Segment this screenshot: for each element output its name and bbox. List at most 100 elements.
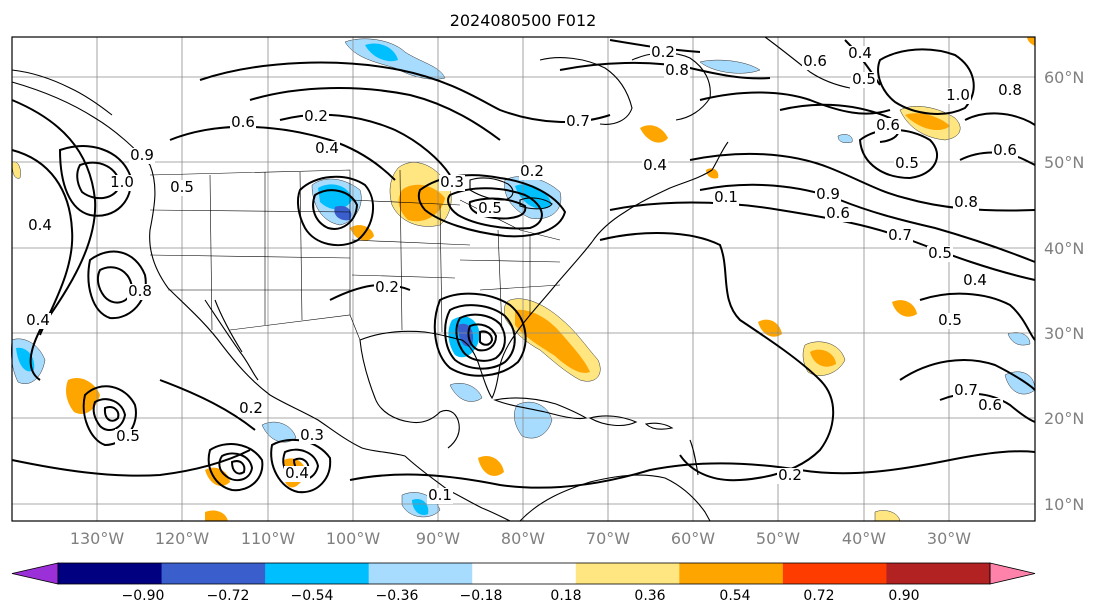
contour-label-bg: [238, 401, 264, 417]
contour-label: 0.6: [876, 116, 900, 134]
lat-label: 10°N: [1044, 495, 1084, 514]
colorbar-tick-label: 0.18: [550, 588, 581, 604]
contour-label: 0.2: [375, 278, 399, 296]
contour-label: 0.8: [128, 282, 152, 300]
lat-label: 60°N: [1044, 68, 1084, 87]
colorbar-segment: [575, 563, 680, 584]
contour-label: 0.8: [998, 81, 1022, 99]
contour-label-bg: [230, 115, 256, 131]
contour-label-bg: [303, 109, 329, 125]
contour-label-bg: [847, 46, 873, 62]
contour-label: 0.2: [304, 107, 328, 125]
lon-label: 50°W: [756, 529, 800, 548]
contour-label-bg: [992, 143, 1018, 159]
contour-label-bg: [169, 180, 195, 196]
contour-label-bg: [997, 83, 1023, 99]
lon-label: 80°W: [501, 529, 545, 548]
lon-label: 100°W: [326, 529, 381, 548]
contour-label-bg: [851, 72, 877, 88]
contour-label: 0.6: [803, 52, 827, 70]
contour-label: 0.9: [130, 146, 154, 164]
contour-label-bg: [664, 63, 690, 79]
colorbar-segment: [679, 563, 784, 584]
contour-label: 0.1: [428, 486, 452, 504]
contour-label: 0.4: [643, 156, 667, 174]
colorbar-tick-label: −0.18: [460, 588, 503, 604]
latitude-labels: 60°N 50°N 40°N 30°N 20°N 10°N: [1044, 68, 1084, 514]
lon-label: 130°W: [70, 529, 125, 548]
lon-label: 60°W: [671, 529, 715, 548]
lat-label: 40°N: [1044, 239, 1084, 258]
contour-label: 0.2: [239, 399, 263, 417]
contour-label-bg: [953, 383, 979, 399]
contour-label: 0.3: [300, 426, 324, 444]
contour-label-bg: [713, 190, 739, 206]
lon-label: 120°W: [155, 529, 210, 548]
colorbar-tick-label: 0.72: [803, 588, 834, 604]
contour-label: 1.0: [946, 86, 970, 104]
contour-label-bg: [962, 273, 988, 289]
lat-label: 30°N: [1044, 324, 1084, 343]
contour-label: 0.6: [978, 396, 1002, 414]
contour-label-bg: [115, 429, 141, 445]
contour-label-bg: [477, 201, 503, 217]
contour-label: 0.4: [285, 464, 309, 482]
colorbar-frame: [57, 562, 991, 585]
colorbar-segment: [472, 563, 577, 584]
contour-label-bg: [374, 280, 400, 296]
contour-label-bg: [650, 45, 676, 61]
colorbar-segment: [368, 563, 473, 584]
contour-label-bg: [802, 54, 828, 70]
contour-label-bg: [887, 228, 913, 244]
contour-label-bg: [927, 246, 953, 262]
colorbar-tick-label: 0.36: [634, 588, 665, 604]
colorbar-tick-label: −0.90: [122, 588, 165, 604]
contour-label: 0.8: [954, 193, 978, 211]
contour-label-bg: [977, 398, 1003, 414]
colorbar-ticks: −0.90 −0.72 −0.54 −0.36 −0.18 0.18 0.36 …: [122, 588, 920, 604]
contour-label-bg: [25, 313, 51, 329]
contour-label-bg: [314, 141, 340, 157]
colorbar-tick-label: −0.72: [207, 588, 250, 604]
contour-label: 0.3: [440, 173, 464, 191]
contour-label: 0.9: [816, 185, 840, 203]
lon-label: 30°W: [927, 529, 971, 548]
contour-label: 0.5: [170, 178, 194, 196]
contour-label-bg: [945, 88, 971, 104]
contour-label-bg: [519, 164, 545, 180]
contour-label: 0.5: [116, 427, 140, 445]
contour-label-bg: [565, 114, 591, 130]
contour-label: 0.4: [963, 271, 987, 289]
contour-label-bg: [299, 428, 325, 444]
contour-label-bg: [815, 187, 841, 203]
map-title: 2024080500 F012: [450, 11, 597, 30]
colorbar-tick-label: −0.36: [376, 588, 419, 604]
contour-label-bg: [129, 148, 155, 164]
contour-label: 0.7: [888, 226, 912, 244]
colorbar-segment: [886, 563, 991, 584]
contour-label: 0.2: [520, 162, 544, 180]
contour-label-bg: [937, 313, 963, 329]
contour-label: 0.5: [852, 70, 876, 88]
colorbar-tick-label: 0.54: [719, 588, 750, 604]
colorbar-tick-label: −0.54: [291, 588, 334, 604]
colorbar-segment: [161, 563, 266, 584]
contour-label-bg: [284, 466, 310, 482]
contour-label-bg: [427, 488, 453, 504]
contour-label: 0.4: [26, 311, 50, 329]
lat-label: 50°N: [1044, 153, 1084, 172]
lon-label: 40°W: [842, 529, 886, 548]
contour-label-bg: [439, 175, 465, 191]
colorbar: −0.90 −0.72 −0.54 −0.36 −0.18 0.18 0.36 …: [11, 562, 1036, 604]
contour-label: 1.0: [110, 173, 134, 191]
contour-label: 0.6: [993, 141, 1017, 159]
lon-label: 110°W: [241, 529, 296, 548]
contour-label: 0.2: [651, 43, 675, 61]
contour-label: 0.2: [778, 466, 802, 484]
contour-label: 0.7: [954, 381, 978, 399]
coastlines: [11, 36, 851, 522]
contour-labels: 0.20.8 0.6 0.40.51.0 0.80.60.60.50.80.90.60…: [25, 43, 1023, 504]
contour-label-bg: [777, 468, 803, 484]
contour-label: 0.4: [315, 139, 339, 157]
colorbar-extend-max: [989, 562, 1036, 585]
